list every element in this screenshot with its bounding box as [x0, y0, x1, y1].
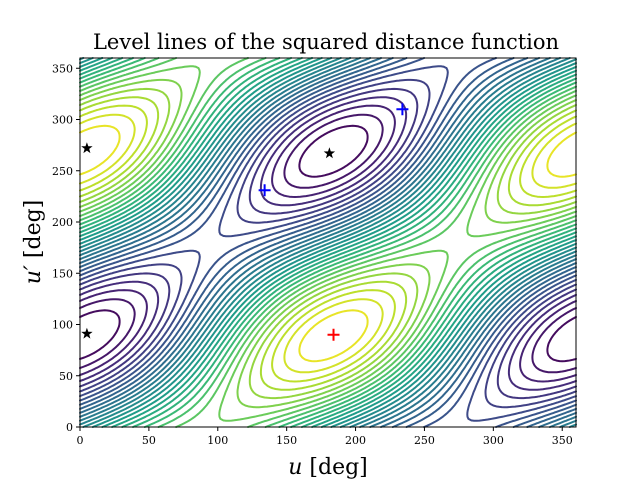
x-axis-label-var: u [288, 455, 302, 480]
x-axis-label-unit: [deg] [309, 455, 367, 480]
x-tick-label: 50 [142, 434, 156, 447]
contour-level-7 [79, 65, 577, 422]
star-marker [81, 327, 93, 339]
contour-level-4 [79, 96, 577, 391]
plus-marker [327, 328, 340, 341]
chart-title: Level lines of the squared distance func… [93, 30, 559, 54]
y-tick-label: 100 [52, 319, 73, 332]
x-tick-label: 200 [345, 434, 366, 447]
contour-level-2 [79, 113, 577, 374]
x-tick-label: 300 [483, 434, 504, 447]
x-tick-label: 250 [414, 434, 435, 447]
contour-level-29 [79, 113, 577, 374]
x-tick-label: 0 [77, 434, 84, 447]
contour-level-30 [79, 124, 577, 363]
y-tick-label: 50 [59, 370, 73, 383]
y-axis-label-var: u′ [21, 265, 46, 284]
contour-level-3 [79, 104, 577, 383]
x-axis: 0 50 100 150 200 250 300 350 [77, 427, 573, 447]
y-axis: 0 50 100 150 200 250 300 350 [52, 62, 80, 434]
contour-level-27 [79, 96, 577, 391]
x-axis-label: u [deg] [288, 455, 368, 480]
star-marker [81, 142, 93, 154]
contour-level-1 [79, 124, 577, 363]
y-tick-label: 200 [52, 216, 73, 229]
plus-marker [396, 103, 409, 116]
plot-frame [79, 57, 577, 428]
y-tick-label: 300 [52, 114, 73, 127]
x-tick-label: 350 [552, 434, 573, 447]
y-axis-label-unit: [deg] [21, 200, 46, 258]
contour-level-6 [79, 78, 577, 409]
plus-marker [258, 184, 271, 197]
contour-level-24 [79, 65, 577, 422]
y-axis-label: u′ [deg] [21, 200, 46, 285]
y-tick-label: 350 [52, 62, 73, 75]
contour-level-25 [79, 78, 577, 409]
y-tick-label: 150 [52, 267, 73, 280]
contour-level-28 [79, 104, 577, 383]
star-marker [323, 147, 336, 159]
contour-level-26 [79, 87, 577, 400]
x-tick-label: 150 [276, 434, 297, 447]
y-tick-label: 250 [52, 165, 73, 178]
contour-level-5 [79, 87, 577, 400]
x-tick-label: 100 [207, 434, 228, 447]
markers [81, 103, 409, 341]
contour-lines [79, 57, 577, 428]
y-tick-label: 0 [66, 421, 73, 434]
